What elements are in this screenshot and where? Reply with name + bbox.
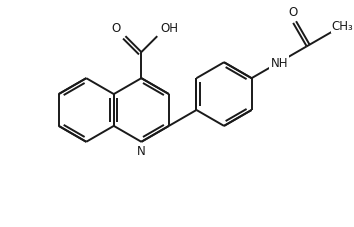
Text: CH₃: CH₃ — [332, 20, 354, 33]
Text: OH: OH — [160, 22, 178, 35]
Text: O: O — [112, 22, 121, 35]
Text: O: O — [289, 6, 298, 19]
Text: N: N — [137, 144, 146, 157]
Text: NH: NH — [270, 57, 288, 69]
